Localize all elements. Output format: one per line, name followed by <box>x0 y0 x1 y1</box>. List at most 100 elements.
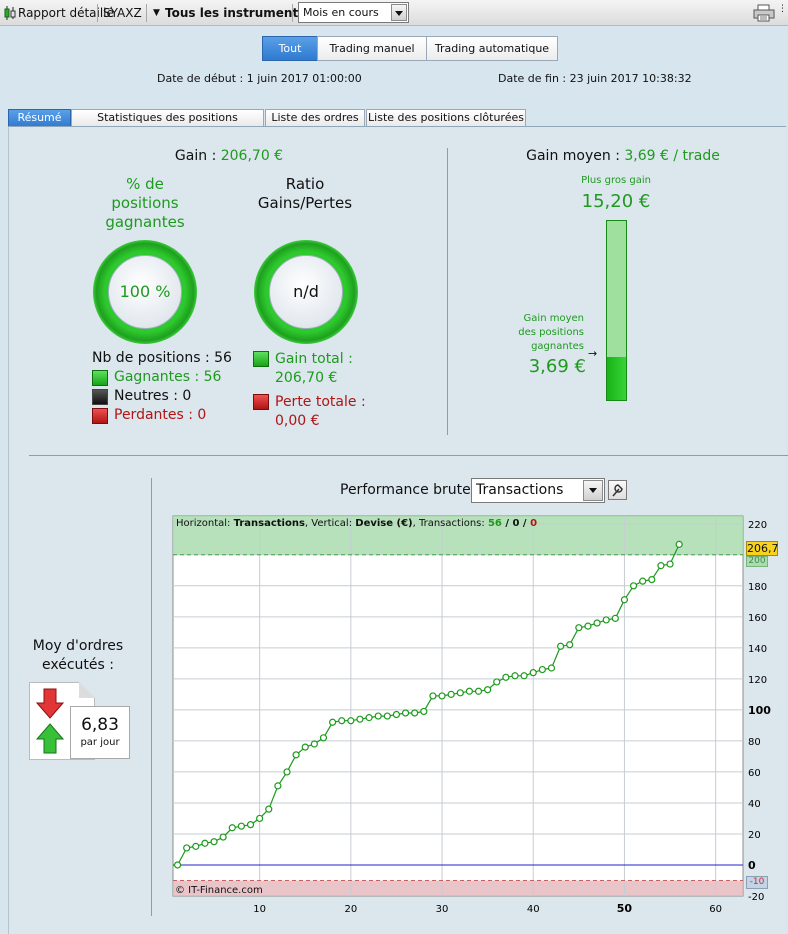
performance-chart: 10 20 30 40 50 60 -20 0 20 40 60 80 100 120 140 160 180 2… <box>172 515 771 915</box>
mode-all-button[interactable]: Tout <box>262 36 318 61</box>
x-tick-label: 30 <box>436 904 449 915</box>
period-select-value: Mois en cours <box>303 6 379 19</box>
avg-gain-value: 3,69 € / trade <box>624 148 720 164</box>
data-point <box>557 642 565 650</box>
gain-label: Gain : <box>174 148 217 164</box>
ratio-title: Ratio Gains/Pertes <box>257 175 353 212</box>
data-point <box>465 687 473 695</box>
data-point <box>429 692 437 700</box>
losers-count: Perdantes : 0 <box>114 407 207 423</box>
performance-axis-select[interactable]: Transactions <box>471 478 605 503</box>
data-point <box>292 751 300 759</box>
data-point <box>338 717 346 725</box>
detailed-report-button[interactable]: Rapport détaillé <box>18 6 114 20</box>
data-point <box>274 782 282 790</box>
orders-rate-box: 6,83 par jour <box>70 706 130 759</box>
chart-info-vertical: Devise (€) <box>355 518 413 529</box>
y-tick-label: 160 <box>748 613 767 624</box>
data-point <box>256 814 264 823</box>
total-gain: Gain total : 206,70 € <box>275 351 353 386</box>
data-point <box>365 714 373 722</box>
gain-gauge-fill <box>607 356 626 400</box>
x-tick-label: 60 <box>709 904 722 915</box>
y-tick-label: 60 <box>748 768 761 779</box>
data-point <box>493 678 501 686</box>
performance-axis-select-value: Transactions <box>476 482 564 498</box>
tab-orders[interactable]: Liste des ordres <box>265 109 365 127</box>
data-point <box>648 575 656 584</box>
instruments-button[interactable]: Tous les instruments <box>165 6 306 20</box>
data-point <box>374 712 382 720</box>
chevron-down-icon[interactable] <box>583 480 603 501</box>
upper-zone-tag: 200 <box>746 556 768 567</box>
data-point <box>620 596 629 604</box>
chevron-down-icon[interactable] <box>391 4 407 21</box>
printer-icon[interactable] <box>753 4 775 22</box>
data-point <box>192 842 200 850</box>
mode-auto-button[interactable]: Trading automatique <box>426 36 558 61</box>
orders-rate-value: 6,83 <box>81 715 119 735</box>
y-tick-label: 0 <box>748 859 756 872</box>
data-point <box>511 672 519 680</box>
data-point <box>474 687 483 695</box>
y-tick-label: 140 <box>748 644 767 655</box>
data-point <box>566 641 574 649</box>
upper-zone <box>173 516 743 555</box>
data-point <box>484 686 492 694</box>
y-tick-label: 100 <box>748 704 771 717</box>
start-date: Date de début : 1 juin 2017 01:00:00 <box>157 72 362 85</box>
data-point <box>329 718 337 726</box>
data-point <box>538 665 546 674</box>
mode-manual-button[interactable]: Trading manuel <box>317 36 427 61</box>
chart-info: Horizontal: Transactions, Vertical: Devi… <box>176 518 538 529</box>
tab-summary[interactable]: Résumé <box>8 109 71 127</box>
data-point <box>173 861 182 869</box>
ratio-ring: n/d <box>254 240 358 344</box>
data-point <box>356 715 364 723</box>
period-select[interactable]: Mois en cours <box>298 2 409 23</box>
tab-closed-stats[interactable]: Statistiques des positions clôturées <box>71 109 264 140</box>
window-dots-icon[interactable]: ⋮ <box>778 4 787 14</box>
lower-zone <box>173 880 743 896</box>
total-loss-square-icon <box>253 394 269 410</box>
toolbar: Rapport détaillé SYAXZ ▼ Tous les instru… <box>0 0 788 26</box>
y-tick-label: 120 <box>748 675 767 686</box>
winners-square-icon <box>92 370 108 386</box>
y-tick-label: 180 <box>748 582 767 593</box>
win-rate-ring: 100 % <box>93 240 197 344</box>
x-tick-label: 50 <box>617 902 633 915</box>
x-tick-label: 20 <box>344 904 357 915</box>
data-point <box>447 690 455 698</box>
data-point <box>584 622 592 630</box>
chart-info-neutral: 0 <box>512 518 520 529</box>
tab-closed-positions[interactable]: Liste des positions clôturées <box>366 109 526 127</box>
total-loss: Perte totale : 0,00 € <box>275 394 366 429</box>
instruments-dropdown-arrow-icon[interactable]: ▼ <box>153 8 160 18</box>
data-point <box>520 672 528 680</box>
winners-count: Gagnantes : 56 <box>114 369 222 385</box>
orders-rate-unit: par jour <box>80 737 120 748</box>
data-point <box>629 582 638 590</box>
data-point <box>265 805 273 813</box>
chart-copyright: © IT-Finance.com <box>175 885 263 896</box>
data-point <box>401 709 410 717</box>
chart-info-winners: 56 <box>487 518 502 529</box>
gain-header: Gain : 206,70 € <box>0 148 458 164</box>
data-point <box>319 734 328 742</box>
data-point <box>210 838 218 846</box>
positions-count: Nb de positions : 56 <box>92 350 232 366</box>
data-point <box>675 540 683 548</box>
biggest-gain-label: Plus gros gain <box>581 175 651 186</box>
x-tick-label: 10 <box>253 904 266 915</box>
data-point <box>438 692 446 700</box>
last-value-tag: 206,7 <box>746 541 779 556</box>
data-point <box>547 664 556 672</box>
symbol-label[interactable]: SYAXZ <box>103 6 142 20</box>
wrench-icon[interactable] <box>608 480 627 500</box>
avg-win-label: Gain moyen des positions gagnantes <box>518 313 584 352</box>
win-rate-value: 100 % <box>108 255 182 329</box>
candlestick-icon <box>4 6 16 20</box>
avg-win-value: 3,69 € <box>528 356 586 377</box>
arrow-right-icon: → <box>588 347 598 360</box>
data-point <box>310 740 318 748</box>
